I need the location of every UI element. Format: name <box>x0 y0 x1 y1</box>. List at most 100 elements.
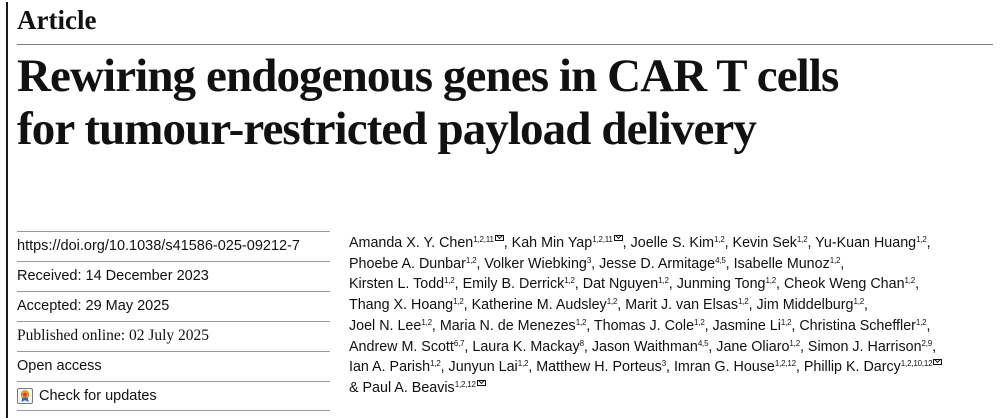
author-affiliation: 1,2 <box>904 276 916 286</box>
author-name[interactable]: Marit J. van Elsas <box>625 297 739 314</box>
author-name[interactable]: Volker Wiebking <box>484 255 587 272</box>
author-name[interactable]: Matthew H. Porteus <box>536 359 662 376</box>
author-separator: , <box>668 276 677 293</box>
author-entry: Imran G. House1,2,12, <box>674 359 804 375</box>
received-date: Received: 14 December 2023 <box>17 268 209 284</box>
author-line: Andrew M. Scott6,7, Laura K. Mackay8, Ja… <box>349 337 997 358</box>
author-entry: Simon J. Harrison2,9, <box>808 339 936 355</box>
author-separator: , <box>591 255 600 272</box>
author-line: Joel N. Lee1,2, Maria N. de Menezes1,2, … <box>349 316 997 337</box>
author-affiliation: 1,2 <box>694 317 705 327</box>
author-separator: , <box>799 338 808 355</box>
author-name[interactable]: Yu-Kuan Huang <box>815 235 917 251</box>
author-affiliation: 1,2 <box>780 317 792 327</box>
author-separator: , <box>622 235 631 251</box>
author-affiliation: 1,2 <box>915 317 927 327</box>
author-line: Phoebe A. Dunbar1,2, Volker Wiebking3, J… <box>349 254 997 275</box>
author-name[interactable]: Kah Min Yap <box>511 235 593 251</box>
doi-link[interactable]: https://doi.org/10.1038/s41586-025-09212… <box>17 238 300 254</box>
author-affiliation: 1,2 <box>916 235 927 244</box>
author-name[interactable]: Joelle S. Kim <box>630 235 715 251</box>
author-affiliation: 1,2 <box>564 276 575 286</box>
author-name[interactable]: Thang X. Hoang <box>349 297 454 314</box>
author-name[interactable]: Joel N. Lee <box>349 317 422 334</box>
author-separator: , <box>463 297 472 314</box>
author-name[interactable]: Imran G. House <box>673 359 775 376</box>
author-affiliation: 1,2,12 <box>454 379 476 389</box>
author-separator: , <box>791 317 800 334</box>
author-separator: , <box>503 235 512 251</box>
check-updates-row[interactable]: Check for updates <box>17 381 330 411</box>
author-name[interactable]: Kirsten L. Todd <box>349 276 445 293</box>
envelope-icon[interactable] <box>494 235 504 241</box>
author-name[interactable]: Junming Tong <box>676 276 766 293</box>
author-name[interactable]: Katherine M. Audsley <box>471 297 607 314</box>
author-affiliation: 1,2 <box>738 297 749 307</box>
author-entry: Christina Scheffler1,2, <box>799 318 930 334</box>
author-separator: , <box>926 317 931 334</box>
author-name[interactable]: & Paul A. Beavis <box>349 379 455 396</box>
author-affiliation: 1,2 <box>517 359 529 369</box>
author-affiliation: 1,2 <box>465 255 477 265</box>
author-separator: , <box>431 317 440 334</box>
author-affiliation: 1,2 <box>575 317 587 327</box>
author-name[interactable]: Jason Waithman <box>591 338 698 355</box>
published-row: Published online: 02 July 2025 <box>17 321 330 351</box>
author-entry: Isabelle Munoz1,2, <box>734 256 845 272</box>
author-name[interactable]: Andrew M. Scott <box>349 338 454 355</box>
author-separator: , <box>863 297 868 314</box>
author-entry: Marit J. van Elsas1,2, <box>625 297 756 313</box>
article-type-label: Article <box>17 5 97 35</box>
check-updates-icon[interactable] <box>17 388 33 404</box>
author-entry: Ian A. Parish1,2, <box>349 359 449 375</box>
author-separator: , <box>586 317 594 334</box>
author-separator: , <box>440 359 449 376</box>
author-line: Amanda X. Y. Chen1,2,11, Kah Min Yap1,2,… <box>349 233 997 254</box>
check-updates-link[interactable]: Check for updates <box>39 388 157 404</box>
author-entry: Cheok Weng Chan1,2, <box>784 276 919 292</box>
author-name[interactable]: Emily B. Derrick <box>462 276 565 293</box>
envelope-icon[interactable] <box>933 359 943 366</box>
author-name[interactable]: Ian A. Parish <box>349 359 431 376</box>
author-separator: , <box>617 297 626 314</box>
envelope-icon[interactable] <box>476 379 486 386</box>
author-entry: Jason Waithman4,5, <box>592 339 716 355</box>
author-name[interactable]: Amanda X. Y. Chen <box>349 235 474 251</box>
open-access-row: Open access <box>17 351 330 381</box>
author-affiliation: 1,2 <box>606 297 618 307</box>
author-entry: Jane Oliaro1,2, <box>716 339 808 355</box>
author-name[interactable]: Jim Middelburg <box>756 297 854 314</box>
author-name[interactable]: Laura K. Mackay <box>472 338 580 355</box>
author-name[interactable]: Jesse D. Armitage <box>599 255 716 272</box>
author-entry: Jesse D. Armitage4,5, <box>599 256 734 272</box>
author-separator: , <box>574 276 583 293</box>
author-name[interactable]: Kevin Sek <box>732 235 797 251</box>
author-name[interactable]: Junyun Lai <box>448 359 518 376</box>
envelope-icon[interactable] <box>613 235 623 241</box>
author-entry: Kah Min Yap1,2,11, <box>512 235 631 251</box>
author-name[interactable]: Cheok Weng Chan <box>783 276 905 293</box>
author-entry: Yu-Kuan Huang1,2, <box>815 235 930 251</box>
author-name[interactable]: Dat Nguyen <box>582 276 659 293</box>
author-entry: Junyun Lai1,2, <box>449 359 537 375</box>
author-line: Thang X. Hoang1,2, Katherine M. Audsley1… <box>349 295 997 316</box>
author-name[interactable]: Phoebe A. Dunbar <box>349 255 466 272</box>
article-metadata: https://doi.org/10.1038/s41586-025-09212… <box>17 231 330 411</box>
author-name[interactable]: Isabelle Munoz <box>733 255 830 272</box>
author-name[interactable]: Christina Scheffler <box>799 317 916 334</box>
author-separator: , <box>724 235 733 251</box>
author-name[interactable]: Maria N. de Menezes <box>439 317 576 334</box>
author-name[interactable]: Jasmine Li <box>712 317 781 334</box>
author-affiliation: 8 <box>579 338 584 348</box>
author-entry: Joel N. Lee1,2, <box>349 318 440 334</box>
author-separator: , <box>915 276 920 293</box>
author-affiliation: 1,2,11 <box>592 235 613 244</box>
author-line: Ian A. Parish1,2, Junyun Lai1,2, Matthew… <box>349 357 997 378</box>
author-name[interactable]: Phillip K. Darcy <box>803 359 901 376</box>
author-entry: Katherine M. Audsley1,2, <box>472 297 626 313</box>
author-affiliation: 1,2 <box>796 235 808 244</box>
author-separator: , <box>528 359 537 376</box>
author-name[interactable]: Simon J. Harrison <box>807 338 922 355</box>
author-name[interactable]: Thomas J. Cole <box>593 317 695 334</box>
author-name[interactable]: Jane Oliaro <box>716 338 790 355</box>
